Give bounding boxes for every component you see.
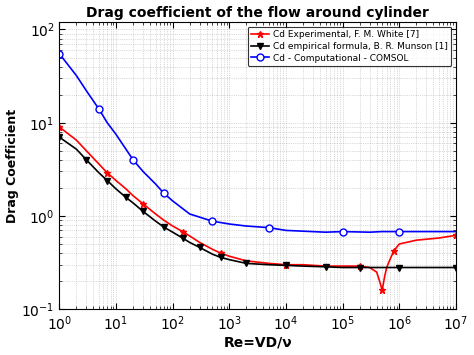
Cd empirical formula, B. R. Munson [1] [161,225,167,229]
Cd - Computational - COMSOL [83,89,89,93]
Cd empirical formula, B. R. Munson [1] [357,266,363,270]
Cd Experimental, F. M. White [7] [123,187,129,191]
Cd empirical formula, B. R. Munson [1] [130,201,136,205]
Cd Experimental, F. M. White [7] [323,264,328,268]
Cd - Computational - COMSOL [396,229,402,234]
Cd empirical formula, B. R. Munson [1] [379,266,385,270]
Legend: Cd Experimental, F. M. White [7], Cd empirical formula, B. R. Munson [1], Cd - C: Cd Experimental, F. M. White [7], Cd emp… [247,27,451,66]
Cd Experimental, F. M. White [7] [357,264,363,268]
Cd empirical formula, B. R. Munson [1] [123,195,129,200]
Cd Experimental, F. M. White [7] [161,218,167,222]
Cd - Computational - COMSOL [187,212,192,216]
Cd - Computational - COMSOL [367,230,373,234]
Cd empirical formula, B. R. Munson [1] [180,236,185,240]
Cd empirical formula, B. R. Munson [1] [244,261,249,266]
Cd - Computational - COMSOL [227,222,232,226]
Cd Experimental, F. M. White [7] [379,288,385,292]
Cd - Computational - COMSOL [340,229,346,234]
Cd Experimental, F. M. White [7] [340,264,346,268]
Line: Cd - Computational - COMSOL: Cd - Computational - COMSOL [56,50,459,236]
Cd Experimental, F. M. White [7] [83,149,89,153]
Cd Experimental, F. M. White [7] [396,242,402,246]
Cd Experimental, F. M. White [7] [180,229,185,234]
Cd Experimental, F. M. White [7] [197,240,202,245]
Cd Experimental, F. M. White [7] [374,270,380,274]
Cd Experimental, F. M. White [7] [210,247,215,251]
Cd Experimental, F. M. White [7] [266,261,272,266]
Cd empirical formula, B. R. Munson [1] [104,179,110,183]
Cd - Computational - COMSOL [453,229,459,234]
Cd empirical formula, B. R. Munson [1] [266,263,272,267]
Cd Experimental, F. M. White [7] [227,254,232,258]
Cd empirical formula, B. R. Munson [1] [83,158,89,162]
Cd Experimental, F. M. White [7] [382,275,387,279]
Cd empirical formula, B. R. Munson [1] [73,147,79,151]
Cd Experimental, F. M. White [7] [187,234,192,238]
Cd Experimental, F. M. White [7] [388,256,393,261]
Cd empirical formula, B. R. Munson [1] [436,266,442,270]
Cd empirical formula, B. R. Munson [1] [56,135,62,139]
Cd empirical formula, B. R. Munson [1] [227,257,232,262]
Cd Experimental, F. M. White [7] [73,138,79,142]
Cd Experimental, F. M. White [7] [391,249,397,253]
Cd Experimental, F. M. White [7] [283,263,289,267]
Cd Experimental, F. M. White [7] [130,193,136,198]
Cd Experimental, F. M. White [7] [113,179,119,183]
Cd - Computational - COMSOL [73,73,79,78]
Cd Experimental, F. M. White [7] [56,125,62,129]
Cd empirical formula, B. R. Munson [1] [218,255,223,260]
Cd empirical formula, B. R. Munson [1] [140,209,146,213]
Cd - Computational - COMSOL [323,230,328,234]
Title: Drag coefficient of the flow around cylinder: Drag coefficient of the flow around cyli… [86,6,429,20]
Cd Experimental, F. M. White [7] [384,266,390,270]
Cd - Computational - COMSOL [436,229,442,234]
Cd Experimental, F. M. White [7] [453,233,459,237]
Cd Experimental, F. M. White [7] [96,162,102,166]
Cd Experimental, F. M. White [7] [300,263,306,267]
Cd - Computational - COMSOL [140,169,146,174]
Cd Experimental, F. M. White [7] [140,202,146,206]
Cd Experimental, F. M. White [7] [244,259,249,263]
Cd - Computational - COMSOL [130,158,136,162]
Cd - Computational - COMSOL [170,199,175,203]
Line: Cd Experimental, F. M. White [7]: Cd Experimental, F. M. White [7] [56,124,459,294]
Cd empirical formula, B. R. Munson [1] [187,240,192,245]
Cd Experimental, F. M. White [7] [153,212,158,216]
Cd empirical formula, B. R. Munson [1] [453,266,459,270]
Cd empirical formula, B. R. Munson [1] [300,264,306,268]
Cd empirical formula, B. R. Munson [1] [210,252,215,256]
Cd empirical formula, B. R. Munson [1] [197,245,202,250]
Cd - Computational - COMSOL [161,191,167,196]
Cd Experimental, F. M. White [7] [377,279,383,283]
Cd Experimental, F. M. White [7] [367,266,373,270]
Cd - Computational - COMSOL [96,107,102,111]
Cd - Computational - COMSOL [283,228,289,233]
Cd - Computational - COMSOL [210,219,215,223]
Cd empirical formula, B. R. Munson [1] [170,230,175,234]
Line: Cd empirical formula, B. R. Munson [1]: Cd empirical formula, B. R. Munson [1] [56,135,459,270]
Cd empirical formula, B. R. Munson [1] [153,219,158,223]
Cd Experimental, F. M. White [7] [170,224,175,228]
Cd empirical formula, B. R. Munson [1] [323,265,328,269]
Cd - Computational - COMSOL [153,182,158,186]
Cd Experimental, F. M. White [7] [413,238,419,242]
Cd Experimental, F. M. White [7] [436,236,442,240]
Cd - Computational - COMSOL [244,224,249,228]
Cd - Computational - COMSOL [113,132,119,137]
Cd Experimental, F. M. White [7] [218,251,223,255]
Cd empirical formula, B. R. Munson [1] [283,263,289,268]
Cd Experimental, F. M. White [7] [104,171,110,175]
Cd empirical formula, B. R. Munson [1] [396,266,402,270]
Cd - Computational - COMSOL [266,225,272,230]
Cd empirical formula, B. R. Munson [1] [96,171,102,175]
X-axis label: Re=VD/ν: Re=VD/ν [223,335,292,349]
Cd - Computational - COMSOL [104,121,110,125]
Y-axis label: Drag Coefficient: Drag Coefficient [6,109,18,223]
Cd - Computational - COMSOL [56,51,62,56]
Cd - Computational - COMSOL [379,229,385,234]
Cd empirical formula, B. R. Munson [1] [340,266,346,270]
Cd empirical formula, B. R. Munson [1] [113,187,119,191]
